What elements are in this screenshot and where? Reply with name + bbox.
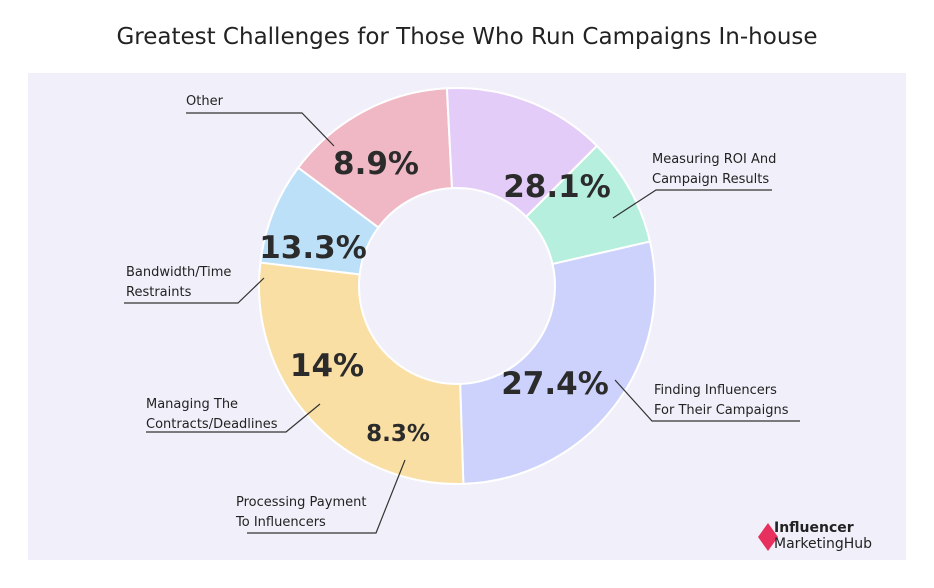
donut-slice xyxy=(524,144,652,266)
slice-category-label: Finding Influencers xyxy=(654,383,777,398)
callout-leader-line xyxy=(614,379,800,422)
slice-value-label: 28.1% xyxy=(503,169,611,205)
slice-value-label: 8.9% xyxy=(333,146,419,182)
slice-value-label: 13.3% xyxy=(259,230,367,266)
brand-name-line1: Influencer xyxy=(774,520,854,536)
slice-category-label: Measuring ROI And xyxy=(652,152,776,167)
slice-value-label: 14% xyxy=(290,348,364,384)
donut-slice xyxy=(445,87,599,219)
slice-category-label: Bandwidth/Time xyxy=(126,265,231,280)
callout-leader-line xyxy=(247,459,406,534)
brand-logo: Influencer MarketingHub xyxy=(758,520,872,552)
slice-category-label: Managing The xyxy=(146,397,238,412)
brand-mark-icon xyxy=(758,523,778,551)
slice-category-label: Contracts/Deadlines xyxy=(146,417,278,432)
callout-leader-line xyxy=(146,403,321,433)
slice-value-label: 27.4% xyxy=(501,366,609,402)
slice-category-label: Campaign Results xyxy=(652,172,769,187)
brand-name-line2: MarketingHub xyxy=(774,536,872,552)
callout-leader-line xyxy=(124,277,265,304)
donut-slice xyxy=(258,261,465,485)
slice-category-label: Processing Payment xyxy=(236,495,366,510)
callout-leader-line xyxy=(186,112,335,147)
callout-leader-line xyxy=(612,189,772,219)
slice-category-label: Restraints xyxy=(126,285,192,300)
slice-category-label: To Influencers xyxy=(235,515,326,530)
slice-category-label: Other xyxy=(186,94,224,109)
slice-category-label: For Their Campaigns xyxy=(654,403,789,418)
slice-value-label: 8.3% xyxy=(366,421,430,447)
donut-slice xyxy=(459,240,656,485)
chart-title: Greatest Challenges for Those Who Run Ca… xyxy=(116,24,818,50)
